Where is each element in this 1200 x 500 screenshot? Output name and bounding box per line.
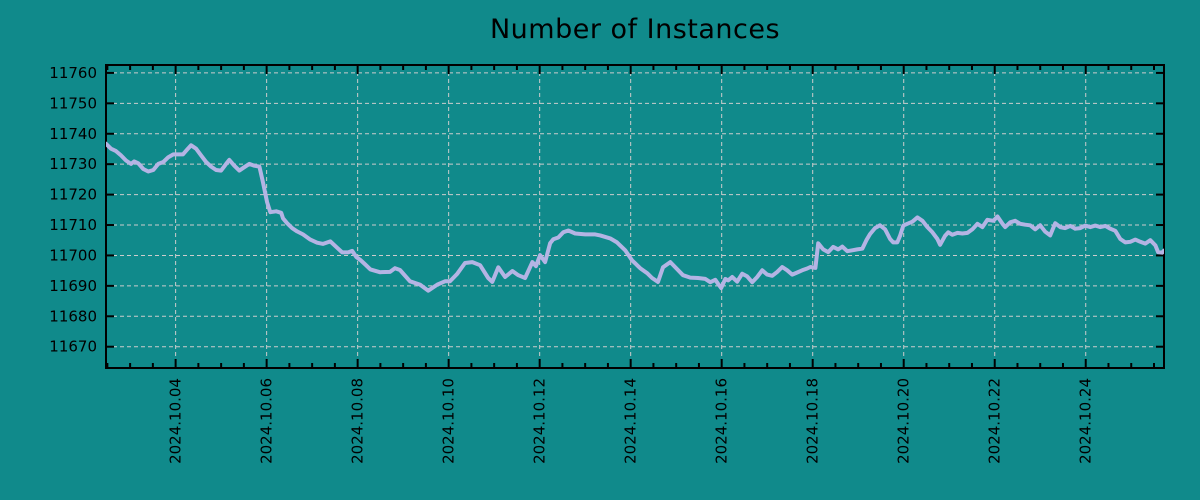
x-tick-label: 2024.10.20 bbox=[895, 378, 913, 464]
x-tick-label: 2024.10.12 bbox=[531, 378, 549, 464]
x-tick-label: 2024.10.22 bbox=[986, 378, 1004, 464]
x-tick-label: 2024.10.04 bbox=[167, 378, 185, 464]
series-line-instances bbox=[106, 141, 1164, 293]
y-tick-label: 11670 bbox=[49, 338, 97, 356]
x-tick-labels: 2024.10.04 2024.10.06 2024.10.08 2024.10.10… bbox=[167, 378, 1095, 464]
x-tick-label: 2024.10.06 bbox=[258, 378, 276, 464]
x-tick-label: 2024.10.14 bbox=[622, 378, 640, 464]
gridlines bbox=[106, 65, 1164, 368]
plot-border bbox=[105, 64, 1165, 369]
axis-ticks bbox=[106, 65, 1164, 368]
y-tick-label: 11740 bbox=[49, 125, 97, 143]
y-tick-label: 11690 bbox=[49, 277, 97, 295]
y-tick-labels: 11670 11680 11690 11700 11710 11720 11730 11740… bbox=[49, 64, 97, 356]
x-tick-label: 2024.10.16 bbox=[713, 378, 731, 464]
y-tick-label: 11760 bbox=[49, 64, 97, 82]
y-tick-label: 11750 bbox=[49, 94, 97, 112]
x-tick-label: 2024.10.10 bbox=[440, 378, 458, 464]
chart-title: Number of Instances bbox=[489, 14, 781, 45]
y-tick-label: 11720 bbox=[49, 186, 97, 204]
y-tick-label: 11700 bbox=[49, 246, 97, 264]
y-tick-label: 11710 bbox=[49, 216, 97, 234]
x-tick-label: 2024.10.18 bbox=[804, 378, 822, 464]
y-tick-label: 11730 bbox=[49, 155, 97, 173]
y-tick-label: 11680 bbox=[49, 307, 97, 325]
x-tick-label: 2024.10.24 bbox=[1077, 378, 1095, 464]
x-tick-label: 2024.10.08 bbox=[349, 378, 367, 464]
